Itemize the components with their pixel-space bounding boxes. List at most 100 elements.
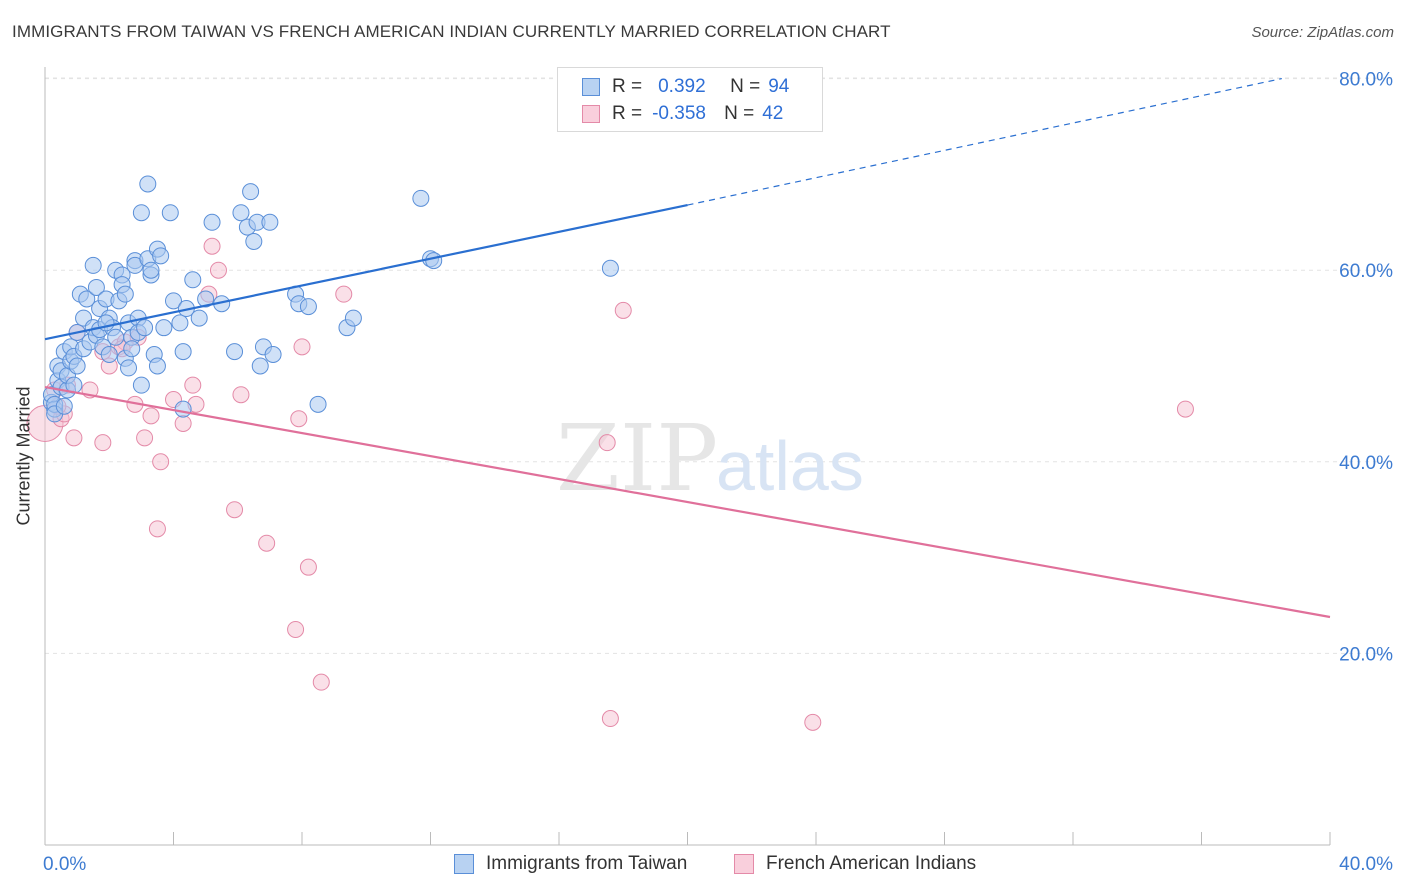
legend-r-label: R =: [612, 103, 643, 124]
point-french-27: [258, 534, 276, 552]
point-french-5: [65, 429, 83, 447]
chart-title: IMMIGRANTS FROM TAIWAN VS FRENCH AMERICA…: [12, 22, 891, 41]
point-taiwan-62: [165, 292, 182, 310]
y-tick-label-20: 20.0%: [1339, 644, 1393, 665]
y-tick-label-80: 80.0%: [1339, 70, 1393, 91]
legend-n-value: 94: [768, 76, 790, 97]
trend-line-taiwan: [44, 203, 688, 341]
source-label: Source: ZipAtlas.com: [1251, 24, 1394, 41]
bottom-legend-label-taiwan: Immigrants from Taiwan: [486, 853, 688, 874]
point-taiwan-69: [203, 213, 221, 231]
point-french-35: [601, 710, 619, 728]
x-tick-label-min: 0.0%: [43, 854, 86, 875]
point-taiwan-75: [245, 232, 263, 250]
point-taiwan-91: [174, 400, 192, 418]
point-taiwan-84: [309, 395, 327, 413]
point-taiwan-59: [152, 247, 170, 265]
point-taiwan-60: [155, 319, 173, 337]
legend-n-value: 42: [762, 103, 784, 124]
point-french-37: [804, 713, 822, 731]
point-french-17: [152, 453, 170, 471]
point-taiwan-74: [242, 183, 260, 201]
point-taiwan-18: [68, 357, 86, 375]
grid-lines: [45, 77, 1392, 654]
watermark: ZIP atlas: [556, 405, 864, 512]
legend: R = 0.392 N = 94 R = -0.358 N = 42: [557, 67, 823, 132]
point-taiwan-90: [601, 259, 619, 277]
point-french-19: [174, 414, 192, 432]
point-taiwan-67: [190, 309, 208, 327]
x-tick-label-max: 40.0%: [1339, 854, 1393, 875]
point-taiwan-80: [264, 346, 282, 364]
bottom-legend-swatch-blue: [454, 854, 474, 874]
point-taiwan-33: [100, 346, 118, 364]
point-french-34: [598, 434, 616, 452]
legend-swatch-blue: [582, 78, 600, 96]
point-french-31: [299, 558, 317, 576]
point-french-23: [203, 237, 221, 255]
point-taiwan-55: [142, 261, 160, 279]
axes: [44, 67, 1331, 846]
point-taiwan-64: [174, 343, 192, 361]
point-french-26: [232, 386, 250, 404]
point-french-29: [290, 410, 308, 428]
point-taiwan-79: [261, 213, 279, 231]
point-taiwan-66: [184, 271, 202, 289]
watermark-atlas: atlas: [716, 427, 864, 505]
point-taiwan-93: [120, 359, 138, 377]
trend-line-taiwan-extension: [687, 78, 1282, 206]
point-french-32: [312, 673, 330, 691]
point-taiwan-27: [87, 278, 105, 296]
legend-row-french: R = -0.358 N = 42: [582, 103, 783, 125]
bottom-legend-taiwan: Immigrants from Taiwan: [454, 852, 687, 876]
point-french-8: [94, 434, 112, 452]
point-taiwan-61: [161, 204, 179, 222]
point-taiwan-77: [251, 357, 269, 375]
legend-swatch-pink: [582, 105, 600, 123]
point-french-20: [184, 376, 202, 394]
legend-n-label: N =: [730, 76, 761, 97]
trend-line-french: [44, 385, 1331, 619]
legend-row-taiwan: R = 0.392 N = 94: [582, 76, 789, 98]
point-french-24: [209, 261, 227, 279]
point-taiwan-51: [136, 319, 154, 337]
point-taiwan-49: [132, 204, 150, 222]
point-french-36: [614, 301, 632, 319]
series-immigrants-from-taiwan: [42, 175, 619, 423]
point-taiwan-10: [55, 397, 73, 415]
bottom-legend-label-french: French American Indians: [766, 853, 977, 874]
legend-r-label: R =: [612, 76, 643, 97]
y-tick-label-40: 40.0%: [1339, 453, 1393, 474]
point-french-28: [287, 620, 305, 638]
legend-r-value: -0.358: [652, 103, 706, 124]
point-french-15: [142, 407, 160, 425]
legend-r-value: 0.392: [658, 76, 706, 97]
point-taiwan-87: [412, 189, 430, 207]
trend-lines: [44, 78, 1331, 619]
point-taiwan-63: [171, 314, 189, 332]
point-taiwan-24: [84, 256, 102, 274]
point-french-38: [1176, 400, 1194, 418]
legend-n-label: N =: [724, 103, 755, 124]
point-taiwan-41: [116, 285, 134, 303]
point-taiwan-89: [425, 252, 443, 270]
point-taiwan-57: [148, 357, 166, 375]
point-taiwan-83: [299, 298, 317, 316]
point-french-16: [148, 520, 166, 538]
y-tick-label-60: 60.0%: [1339, 261, 1393, 282]
point-taiwan-68: [197, 290, 215, 308]
point-taiwan-71: [226, 343, 244, 361]
point-french-14: [136, 429, 154, 447]
watermark-zip: ZIP: [556, 405, 718, 512]
point-taiwan-22: [78, 290, 96, 308]
y-axis-label: Currently Married: [13, 386, 34, 526]
point-french-33: [335, 285, 353, 303]
point-french-30: [293, 338, 311, 356]
bottom-legend-french: French American Indians: [734, 852, 976, 876]
point-taiwan-53: [139, 175, 157, 193]
point-taiwan-36: [107, 328, 125, 346]
tick-labels: 20.0% 40.0% 60.0% 80.0% 0.0% 40.0%: [43, 70, 1393, 875]
point-taiwan-44: [123, 340, 141, 358]
point-taiwan-50: [132, 376, 150, 394]
